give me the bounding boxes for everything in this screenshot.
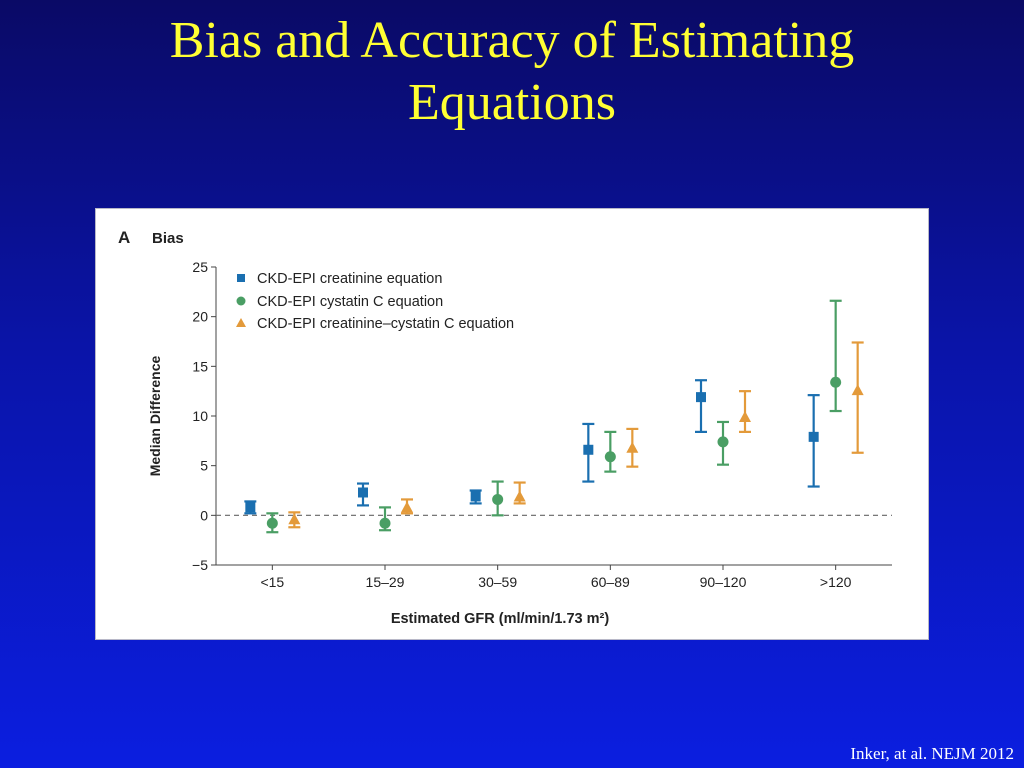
- y-axis-label: Median Difference: [147, 355, 163, 476]
- data-point-circle: [492, 493, 504, 505]
- data-point-square: [696, 392, 706, 403]
- data-point-square: [470, 491, 481, 502]
- legend-label-combined: CKD-EPI creatinine–cystatin C equation: [257, 316, 514, 332]
- citation: Inker, at al. NEJM 2012: [850, 744, 1014, 763]
- x-tick-label: >120: [820, 574, 852, 590]
- data-point-square: [583, 444, 594, 455]
- y-axis: −5 0 5 10 15 20 25: [192, 259, 217, 573]
- data-point-triangle: [288, 513, 301, 525]
- figure-panel: A Bias −5 0 5 10 15 20 25 <15 15–29 30–59 60–89 90…: [95, 208, 929, 640]
- data-point-circle: [830, 376, 842, 388]
- panel-letter: A: [118, 228, 130, 247]
- slide-title-line1: Bias and Accuracy of Estimating: [169, 12, 855, 69]
- slide-title: Bias and Accuracy of Estimating Equation…: [0, 10, 1024, 134]
- data-point-circle: [266, 517, 278, 529]
- legend-marker-combined: [236, 318, 246, 327]
- x-tick-label: 30–59: [478, 574, 517, 590]
- data-marks: [216, 299, 892, 534]
- chart-title: Bias: [152, 230, 184, 247]
- y-tick-label: 20: [192, 309, 208, 325]
- legend-label-creatinine: CKD-EPI creatinine equation: [257, 271, 442, 287]
- data-point-triangle: [851, 384, 864, 396]
- y-tick-label: −5: [192, 557, 208, 573]
- data-point-triangle: [513, 490, 526, 502]
- y-tick-label: 5: [200, 458, 208, 474]
- data-point-square: [358, 487, 368, 498]
- x-tick-label: 90–120: [700, 574, 747, 590]
- x-tick-label: <15: [260, 574, 284, 590]
- data-point-circle: [717, 436, 729, 448]
- data-point-circle: [379, 517, 391, 529]
- y-tick-label: 0: [200, 507, 208, 523]
- data-point-triangle: [401, 501, 413, 513]
- data-point-triangle: [739, 410, 751, 422]
- legend: CKD-EPI creatinine equation CKD-EPI cyst…: [236, 271, 514, 332]
- legend-label-cystatin: CKD-EPI cystatin C equation: [257, 294, 443, 310]
- x-tick-label: 15–29: [366, 574, 405, 590]
- slide-title-line2: Equations: [408, 74, 616, 131]
- bias-chart: A Bias −5 0 5 10 15 20 25 <15 15–29 30–59 60–89 90…: [118, 228, 892, 627]
- legend-marker-cystatin: [236, 296, 246, 306]
- y-tick-label: 15: [192, 358, 208, 374]
- legend-marker-creatinine: [237, 274, 245, 282]
- data-point-triangle: [626, 441, 639, 453]
- data-point-square: [808, 431, 819, 442]
- x-axis: <15 15–29 30–59 60–89 90–120 >120: [216, 564, 892, 590]
- y-tick-label: 25: [192, 259, 208, 275]
- data-point-circle: [604, 451, 616, 463]
- x-tick-label: 60–89: [591, 574, 630, 590]
- x-axis-label: Estimated GFR (ml/min/1.73 m²): [391, 611, 610, 627]
- y-tick-label: 10: [192, 408, 208, 424]
- data-point-square: [245, 502, 256, 513]
